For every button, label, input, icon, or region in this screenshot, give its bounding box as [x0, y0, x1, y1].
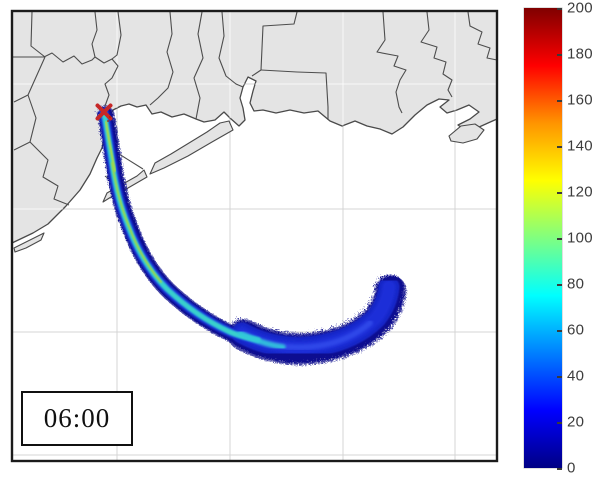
colorbar-tick-label: 160 [567, 91, 593, 109]
time-label-box: 06:00 [21, 391, 133, 446]
colorbar-tick-label: 180 [567, 45, 593, 63]
time-label: 06:00 [43, 403, 111, 433]
colorbar-tick [557, 146, 562, 148]
colorbar-tick-label: 100 [567, 229, 593, 247]
colorbar-tick [557, 376, 562, 378]
colorbar-tick-label: 80 [567, 275, 585, 293]
colorbar-tick-label: 20 [567, 413, 585, 431]
colorbar-tick [557, 330, 562, 332]
colorbar-tick [557, 8, 562, 10]
colorbar-tick-label: 200 [567, 0, 593, 17]
source-speckle [109, 116, 111, 118]
map [10, 9, 499, 463]
colorbar-labels: 0 20 40 60 80 100 120 140 160 180 200 [567, 0, 600, 477]
sabine-island [448, 123, 485, 144]
colorbar-tick-label: 60 [567, 321, 585, 339]
colorbar-tick [557, 192, 562, 194]
colorbar-tick [557, 468, 562, 470]
bolivar-peninsula [149, 120, 234, 175]
colorbar [524, 8, 562, 470]
source-speckle [107, 120, 109, 122]
colorbar-tick-label: 40 [567, 367, 585, 385]
colorbar-ticks [524, 8, 562, 470]
plume [95, 104, 405, 364]
colorbar-tick [557, 284, 562, 286]
colorbar-tick-label: 140 [567, 137, 593, 155]
colorbar-gradient [524, 8, 562, 468]
colorbar-tick [557, 54, 562, 56]
colorbar-tick-label: 0 [567, 459, 576, 477]
source-marker-x [95, 103, 113, 122]
map-frame [10, 9, 499, 463]
colorbar-tick [557, 422, 562, 424]
coastal-islet [13, 232, 45, 253]
county-borders [12, 11, 498, 206]
colorbar-tick [557, 238, 562, 240]
colorbar-tick-label: 120 [567, 183, 593, 201]
colorbar-tick [557, 100, 562, 102]
